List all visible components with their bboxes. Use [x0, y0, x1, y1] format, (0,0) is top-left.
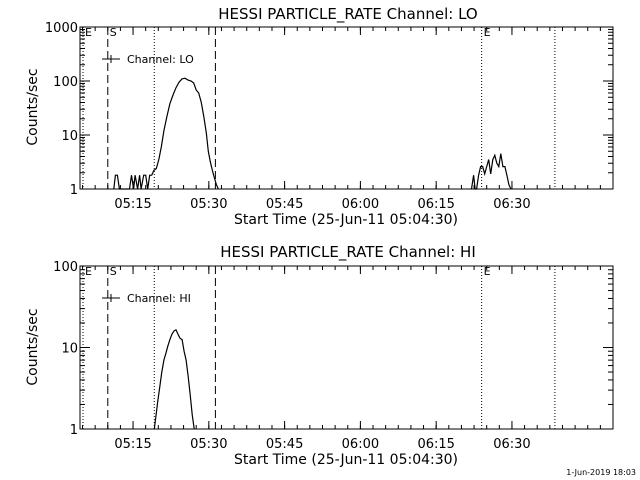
x-tick-label: 06:30	[493, 437, 530, 452]
y-tick-labels: 1 10 100	[53, 260, 78, 438]
marker-label: E	[484, 26, 491, 39]
x-axis-label: Start Time (25-Jun-11 05:04:30)	[234, 212, 458, 228]
x-tick-label: 05:45	[266, 437, 303, 452]
legend: Channel: HI	[102, 292, 191, 305]
axis-ticks	[80, 265, 614, 430]
y-axis-label: Counts/sec	[25, 308, 41, 385]
x-tick-labels: 05:15 05:30 05:45 06:00 06:15 06:30	[114, 437, 530, 452]
chart-title: HESSI PARTICLE_RATE Channel: HI	[220, 243, 476, 262]
x-tick-label: 05:30	[190, 437, 227, 452]
x-tick-labels: 05:15 05:30 05:45 06:00 06:15 06:30	[114, 197, 530, 212]
marker-label: S	[110, 265, 117, 278]
data-series	[113, 77, 512, 190]
y-tick-label: 1000	[45, 21, 78, 36]
legend: Channel: LO	[102, 53, 194, 66]
x-tick-label: 06:15	[417, 197, 454, 212]
y-tick-label: 10	[61, 342, 78, 357]
x-tick-label: 05:30	[190, 197, 227, 212]
panel-lo: HESSI PARTICLE_RATE Channel: LO Counts/s…	[25, 5, 614, 228]
x-tick-label: 05:15	[114, 437, 151, 452]
y-tick-label: 10	[61, 129, 78, 144]
data-series	[153, 328, 195, 430]
axis-ticks	[80, 26, 614, 190]
x-tick-label: 06:00	[342, 197, 379, 212]
x-tick-label: 06:15	[417, 437, 454, 452]
x-tick-label: 05:45	[266, 197, 303, 212]
marker-label: E	[484, 265, 491, 278]
legend-label: Channel: HI	[127, 292, 191, 305]
series-line	[470, 153, 512, 190]
plot-frame	[79, 265, 614, 430]
x-axis-label: Start Time (25-Jun-11 05:04:30)	[234, 452, 458, 468]
series-line	[153, 328, 195, 430]
marker-label: E	[85, 265, 92, 278]
chart-title: HESSI PARTICLE_RATE Channel: LO	[218, 5, 477, 24]
y-tick-labels: 1 10 100 1000	[45, 21, 78, 198]
y-axis-label: Counts/sec	[25, 68, 41, 145]
x-tick-label: 06:00	[342, 437, 379, 452]
plot-frame	[79, 26, 614, 190]
y-tick-label: 1	[70, 423, 78, 438]
y-tick-label: 100	[53, 75, 78, 90]
y-tick-label: 100	[53, 260, 78, 275]
x-tick-label: 05:15	[114, 197, 151, 212]
x-tick-label: 06:30	[493, 197, 530, 212]
y-tick-label: 1	[70, 183, 78, 198]
legend-label: Channel: LO	[127, 53, 194, 66]
footer-timestamp: 1-Jun-2019 18:03	[566, 468, 636, 477]
marker-label: E	[85, 26, 92, 39]
marker-label: S	[110, 26, 117, 39]
series-line	[113, 77, 219, 190]
panel-hi: HESSI PARTICLE_RATE Channel: HI Counts/s…	[25, 243, 614, 468]
